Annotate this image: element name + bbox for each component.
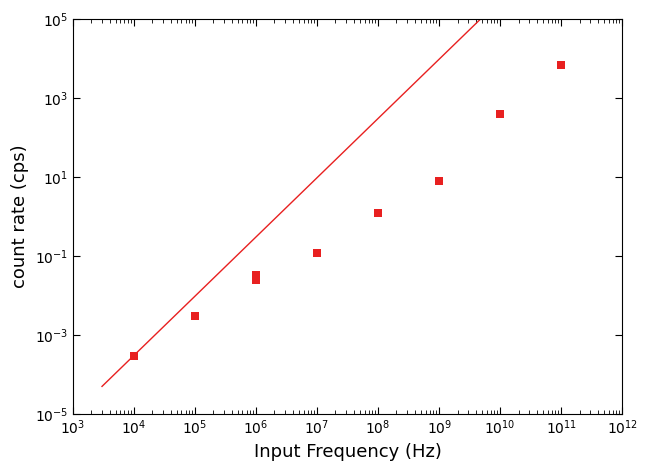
Point xyxy=(251,272,261,279)
Point xyxy=(190,312,200,320)
Y-axis label: count rate (cps): count rate (cps) xyxy=(11,144,29,288)
Point xyxy=(312,249,323,257)
Point xyxy=(556,61,567,68)
Point xyxy=(434,177,445,185)
X-axis label: Input Frequency (Hz): Input Frequency (Hz) xyxy=(254,443,441,461)
Point xyxy=(129,352,139,359)
Point xyxy=(495,110,506,118)
Point xyxy=(251,276,261,284)
Point xyxy=(373,210,384,217)
